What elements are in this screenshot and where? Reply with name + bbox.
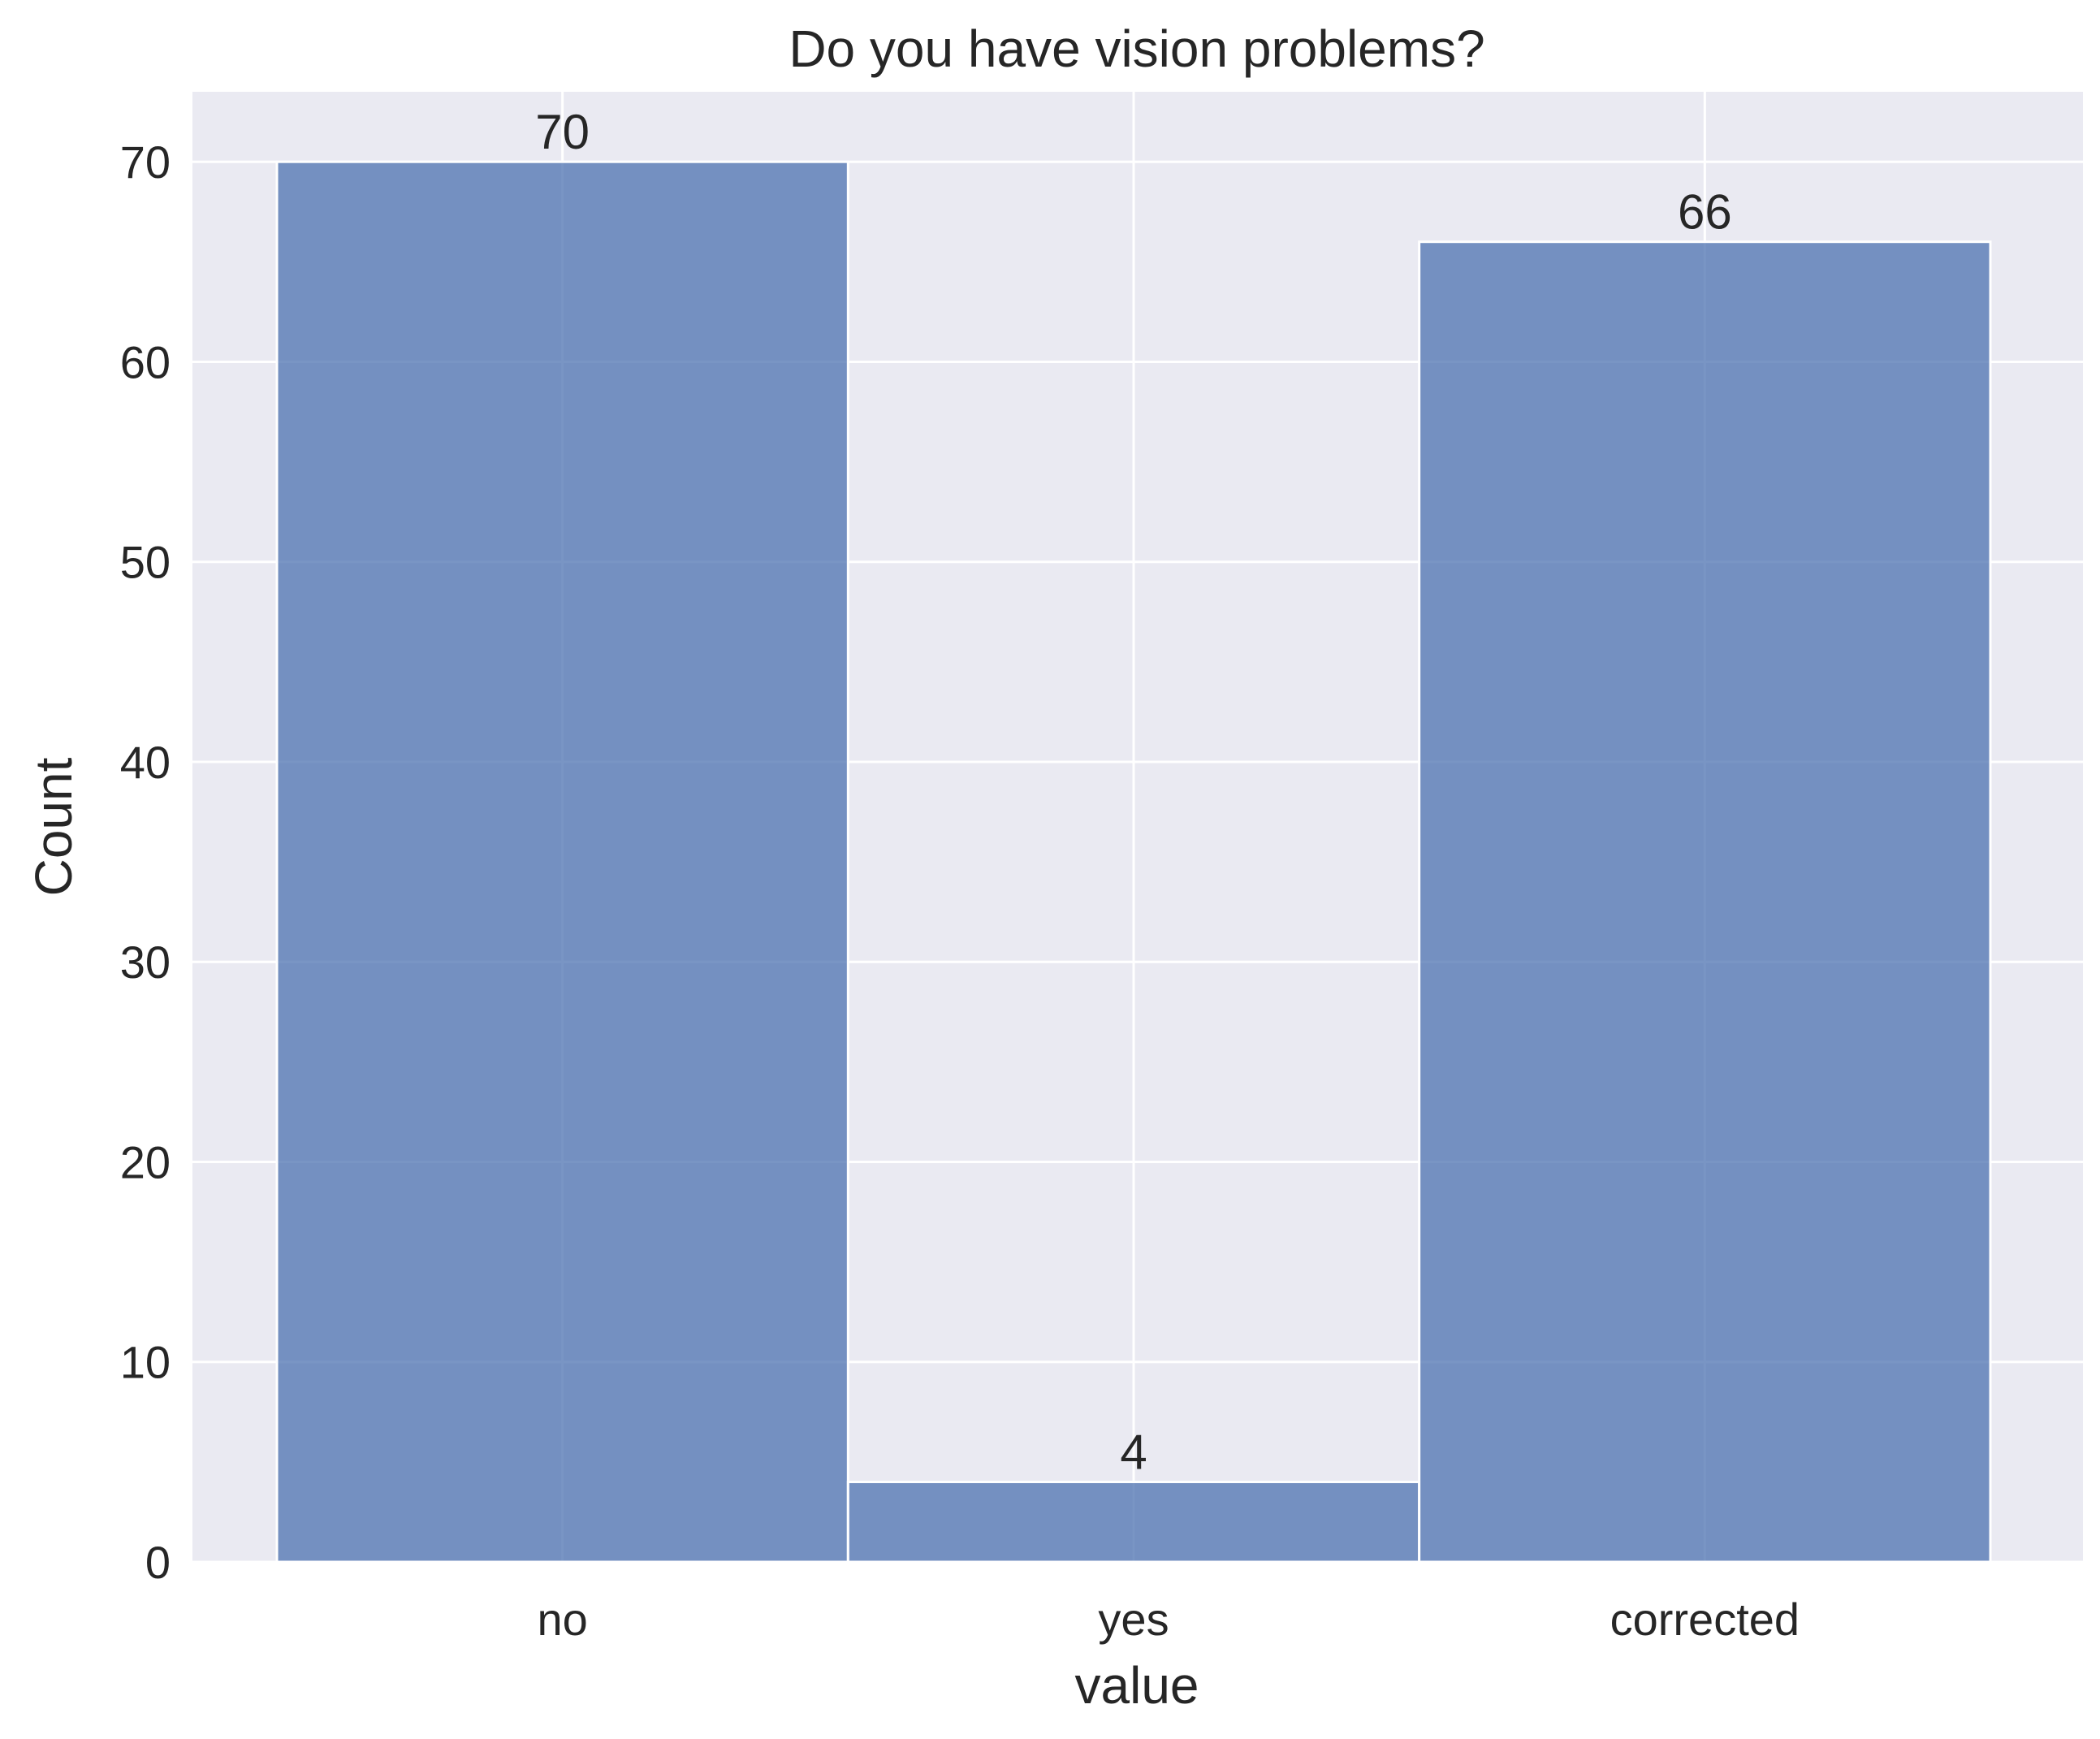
y-tick-label: 50 bbox=[120, 537, 171, 588]
y-tick-label: 30 bbox=[120, 937, 171, 988]
x-axis-ticks: no yes corrected bbox=[538, 1594, 1800, 1645]
y-tick-label: 10 bbox=[120, 1337, 171, 1388]
y-tick-label: 20 bbox=[120, 1136, 171, 1187]
bar bbox=[1418, 240, 1992, 1564]
chart-title: Do you have vision problems? bbox=[789, 19, 1484, 78]
y-axis-ticks: 0 10 20 30 40 50 60 70 bbox=[120, 136, 171, 1588]
y-tick-label: 40 bbox=[120, 737, 171, 788]
bar bbox=[275, 160, 849, 1564]
data-labels: 70 4 66 bbox=[535, 105, 1731, 1479]
x-axis-label: value bbox=[1075, 1656, 1199, 1715]
x-tick-label: no bbox=[538, 1594, 588, 1645]
bar-value-label: 66 bbox=[1678, 185, 1732, 240]
x-tick-label: corrected bbox=[1610, 1594, 1800, 1645]
y-tick-label: 60 bbox=[120, 336, 171, 387]
y-tick-label: 70 bbox=[120, 136, 171, 188]
x-tick-label: yes bbox=[1098, 1594, 1169, 1645]
bar-value-label: 4 bbox=[1120, 1425, 1147, 1479]
y-tick-label: 0 bbox=[145, 1537, 171, 1588]
bar bbox=[846, 1480, 1421, 1564]
bar-value-label: 70 bbox=[535, 105, 590, 159]
bars bbox=[275, 160, 1992, 1564]
y-axis-label: Count bbox=[24, 757, 83, 896]
